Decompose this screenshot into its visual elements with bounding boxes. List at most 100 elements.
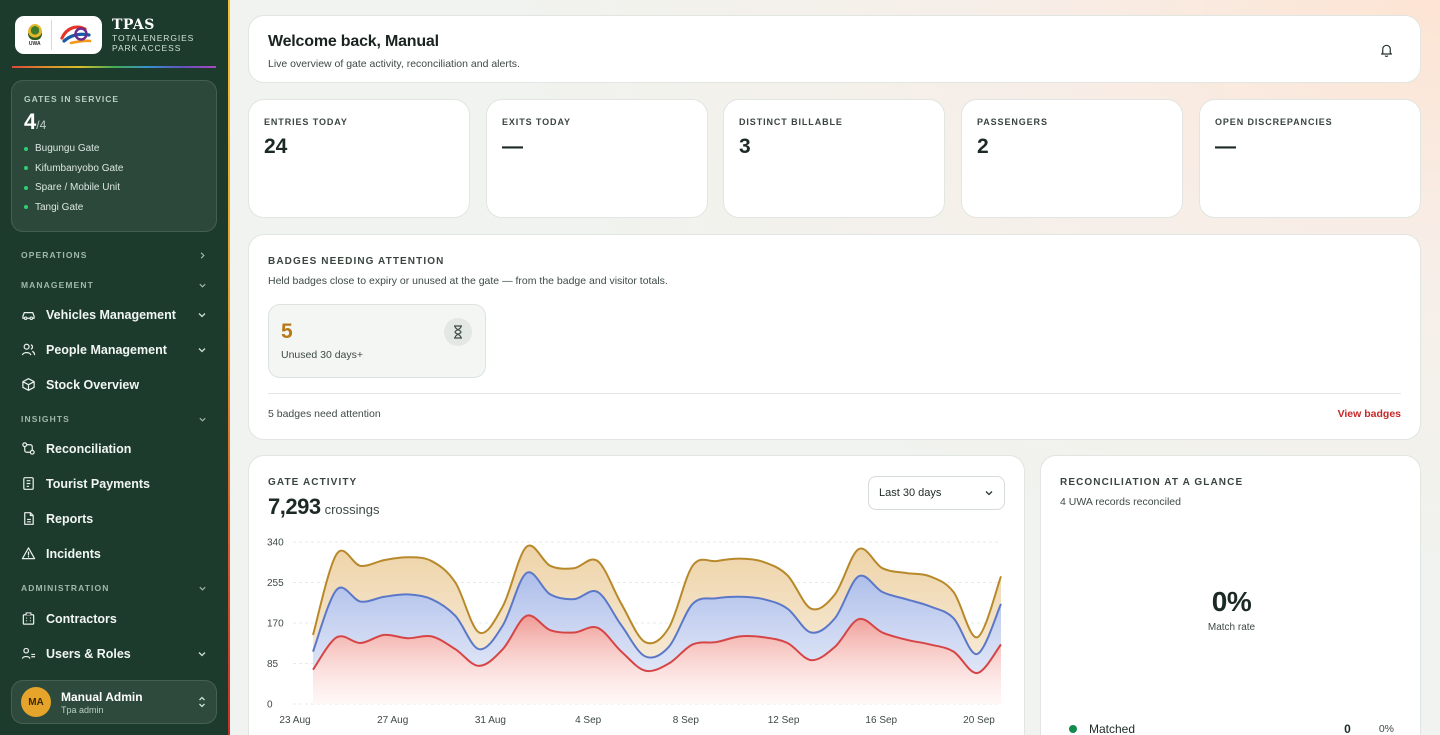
status-dot-icon — [24, 205, 28, 210]
y-tick-label: 0 — [267, 700, 273, 711]
stat-value: — — [1215, 135, 1236, 158]
nav-section-label: INSIGHTS — [21, 414, 70, 424]
x-tick-label: 12 Sep — [768, 715, 800, 726]
stat-value: 2 — [977, 135, 989, 158]
stat-card-passengers: PASSENGERS 2 — [961, 99, 1183, 218]
status-dot-icon — [24, 185, 28, 190]
gate-item: Bugungu Gate — [24, 139, 204, 159]
section-title: RECONCILIATION AT A GLANCE — [1060, 477, 1244, 488]
nav-item-stock[interactable]: Stock Overview — [21, 377, 207, 392]
page-subtitle: Live overview of gate activity, reconcil… — [268, 58, 520, 70]
stat-label: DISTINCT BILLABLE — [739, 117, 843, 127]
user-menu[interactable]: MA Manual Admin Tpa admin — [11, 680, 217, 724]
y-tick-label: 85 — [267, 659, 279, 670]
nav-section-management[interactable]: MANAGEMENT — [21, 280, 207, 290]
people-icon — [21, 343, 36, 356]
view-badges-link[interactable]: View badges — [1337, 408, 1401, 420]
chevron-up-down-icon — [199, 696, 205, 708]
stat-value: 3 — [739, 135, 751, 158]
nav-section-label: ADMINISTRATION — [21, 583, 110, 593]
stat-label: OPEN DISCREPANCIES — [1215, 117, 1333, 127]
stat-card-billable: DISTINCT BILLABLE 3 — [723, 99, 945, 218]
building-icon — [22, 612, 35, 625]
stat-value: 24 — [264, 135, 288, 158]
nav-item-reconciliation[interactable]: Reconciliation — [21, 441, 207, 456]
x-tick-label: 23 Aug — [279, 715, 310, 726]
x-tick-label: 16 Sep — [865, 715, 897, 726]
badges-summary: 5 badges need attention — [268, 408, 381, 420]
x-tick-label: 20 Sep — [963, 715, 995, 726]
unused-badges-tile[interactable]: 5 Unused 30 days+ — [268, 304, 486, 378]
nav-item-payments[interactable]: Tourist Payments — [21, 476, 207, 491]
status-dot-icon — [24, 166, 28, 171]
brand-title: TPAS — [112, 17, 155, 33]
chevron-down-icon — [985, 491, 993, 496]
avatar: MA — [21, 687, 51, 717]
uwa-logo: UWA — [24, 20, 53, 50]
totalenergies-logo-icon — [60, 25, 92, 45]
range-select[interactable]: Last 30 days — [868, 476, 1005, 510]
nav-item-incidents[interactable]: Incidents — [21, 546, 207, 561]
gate-name: Kifumbanyobo Gate — [35, 162, 124, 174]
nav-item-vehicles[interactable]: Vehicles Management — [21, 307, 207, 322]
chevron-down-icon — [198, 312, 206, 317]
nav-section-insights[interactable]: INSIGHTS — [21, 414, 207, 424]
range-select-value: Last 30 days — [879, 487, 942, 499]
gates-count-total: /4 — [36, 118, 47, 132]
brand-subtitle-1: TOTALENERGIES — [112, 33, 195, 43]
nav-section-label: OPERATIONS — [21, 250, 88, 260]
nav-item-label: Incidents — [46, 546, 101, 561]
nav-section-administration[interactable]: ADMINISTRATION — [21, 583, 207, 593]
badges-attention-panel: BADGES NEEDING ATTENTION Held badges clo… — [248, 234, 1421, 440]
chevron-down-icon — [199, 586, 206, 591]
crossings-unit: crossings — [324, 502, 380, 517]
nav-item-label: Stock Overview — [46, 377, 140, 392]
series-area — [313, 615, 1001, 704]
nav-item-reports[interactable]: Reports — [21, 511, 207, 526]
series-line — [312, 571, 1002, 659]
x-tick-label: 4 Sep — [575, 715, 602, 726]
nav-item-people[interactable]: People Management — [21, 342, 207, 357]
stat-value: — — [502, 135, 523, 158]
brand-divider — [12, 66, 216, 68]
stat-card-discrepancies: OPEN DISCREPANCIES — — [1199, 99, 1421, 218]
document-icon — [24, 512, 34, 525]
nav-item-contractors[interactable]: Contractors — [21, 611, 207, 626]
users-icon — [21, 647, 36, 659]
stat-label: EXITS TODAY — [502, 117, 571, 127]
legend-count: 0 — [1344, 722, 1351, 735]
bell-icon[interactable] — [1379, 42, 1394, 58]
gates-label: GATES IN SERVICE — [24, 94, 120, 104]
legend-percent: 0% — [1378, 723, 1394, 735]
user-role: Tpa admin — [61, 704, 104, 715]
warning-icon — [21, 547, 36, 560]
uwa-logo-text: UWA — [28, 40, 41, 47]
user-name: Manual Admin — [61, 689, 143, 704]
sidebar-accent-edge — [228, 0, 230, 735]
section-title: BADGES NEEDING ATTENTION — [268, 256, 445, 267]
brand[interactable]: UWA TPAS TOTALENERGIES PARK ACCESS — [15, 16, 194, 54]
gate-item: Spare / Mobile Unit — [24, 178, 204, 198]
stat-label: ENTRIES TODAY — [264, 117, 348, 127]
series-line — [312, 544, 1002, 645]
stat-card-exits: EXITS TODAY — — [486, 99, 708, 218]
y-tick-label: 255 — [267, 578, 284, 589]
nav-item-label: Reconciliation — [46, 441, 132, 456]
status-dot-icon — [24, 146, 28, 151]
gate-activity-chart: 340 255 170 85 0 23 Aug 27 Aug 31 Aug 4 Sep 8 Sep… — [267, 538, 1002, 726]
brand-subtitle-2: PARK ACCESS — [112, 43, 182, 53]
chevron-down-icon — [198, 347, 206, 352]
legend-row-matched: Matched 0 0% — [1069, 722, 1394, 735]
nav-item-label: Vehicles Management — [46, 307, 176, 322]
nav-section-operations[interactable]: OPERATIONS — [21, 250, 207, 260]
legend-label: Matched — [1089, 722, 1136, 735]
x-tick-label: 27 Aug — [377, 715, 408, 726]
welcome-header: Welcome back, Manual Live overview of ga… — [248, 15, 1421, 83]
page-title: Welcome back, Manual — [268, 33, 439, 50]
legend-dot-icon — [1069, 725, 1077, 733]
x-tick-label: 8 Sep — [673, 715, 700, 726]
y-tick-label: 340 — [267, 538, 284, 549]
y-tick-label: 170 — [267, 619, 284, 630]
nav-item-users-roles[interactable]: Users & Roles — [21, 646, 207, 661]
main-content: Welcome back, Manual Live overview of ga… — [230, 0, 1440, 735]
